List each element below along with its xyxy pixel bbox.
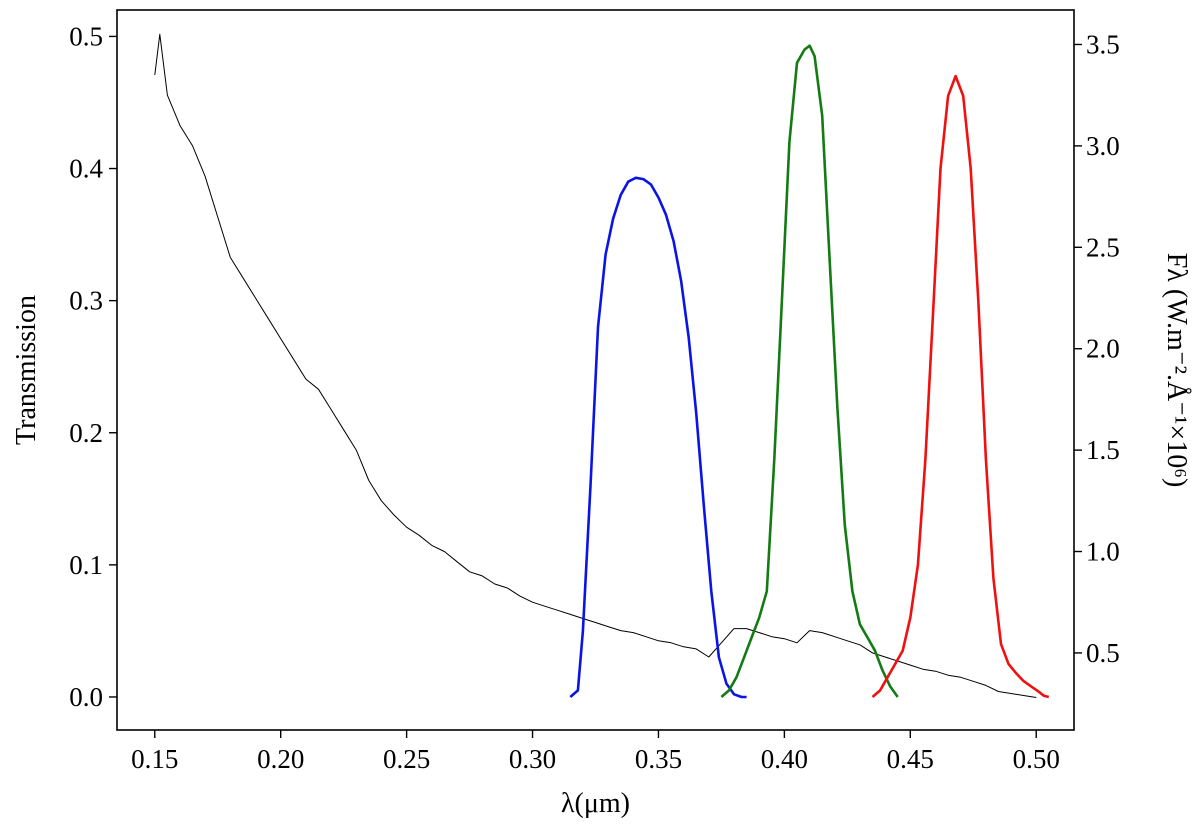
series-line-2 xyxy=(569,176,747,699)
y-right-tick-label: 0.5 xyxy=(1086,638,1120,668)
y-right-tick-label: 2.5 xyxy=(1086,232,1120,262)
series-line-1 xyxy=(154,33,1037,698)
x-tick-label: 0.45 xyxy=(887,744,934,774)
y-axis-right-ticks: 0.5 1.0 1.5 2.0 2.5 3.0 3.5 xyxy=(1074,29,1120,668)
x-tick-label: 0.30 xyxy=(509,744,556,774)
y-right-tick-label: 3.5 xyxy=(1086,29,1120,59)
y-tick-label: 0.4 xyxy=(69,154,103,184)
y-tick-label: 0.1 xyxy=(69,550,103,580)
series-line-4 xyxy=(871,74,1050,699)
x-tick-label: 0.20 xyxy=(257,744,304,774)
y-axis-left-label: Transmission xyxy=(11,295,42,445)
y-right-tick-label: 2.0 xyxy=(1086,334,1120,364)
y-tick-label: 0.2 xyxy=(69,418,103,448)
y-axis-left-ticks: 0.0 0.1 0.2 0.3 0.4 0.5 xyxy=(69,21,117,712)
y-right-tick-label: 3.0 xyxy=(1086,131,1120,161)
y-tick-label: 0.3 xyxy=(69,286,103,316)
x-axis-ticks: 0.15 0.20 0.25 0.30 0.35 0.40 0.45 0.50 xyxy=(131,730,1060,774)
series-layer xyxy=(154,33,1050,699)
x-tick-label: 0.50 xyxy=(1013,744,1060,774)
x-tick-label: 0.15 xyxy=(131,744,178,774)
plot-frame xyxy=(116,9,1075,731)
x-tick-label: 0.35 xyxy=(635,744,682,774)
x-tick-label: 0.25 xyxy=(383,744,430,774)
y-tick-label: 0.5 xyxy=(69,21,103,51)
y-right-tick-label: 1.0 xyxy=(1086,537,1120,567)
x-tick-label: 0.40 xyxy=(761,744,808,774)
series-line-3 xyxy=(720,44,899,698)
y-tick-label: 0.0 xyxy=(69,682,103,712)
x-axis-label: λ(μm) xyxy=(561,788,630,819)
y-right-tick-label: 1.5 xyxy=(1086,435,1120,465)
y-axis-right-label: Fλ (W.m⁻².Å⁻¹×10⁶) xyxy=(1161,253,1192,488)
